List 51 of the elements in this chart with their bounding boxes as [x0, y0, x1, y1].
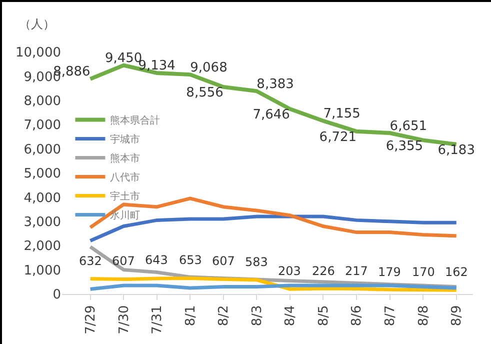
data-label: 170: [412, 265, 435, 279]
x-tick-label: 8/9: [450, 305, 465, 326]
y-tick-label: 8,000: [24, 94, 61, 109]
legend-label: 八代市: [110, 172, 140, 184]
legend-label: 氷川町: [110, 210, 140, 222]
y-tick-label: 6,000: [24, 142, 61, 158]
x-tick-label: 8/3: [250, 305, 265, 326]
data-label: 8,556: [186, 86, 224, 101]
x-tick-label: 8/5: [316, 305, 332, 326]
data-label: 8,383: [256, 76, 294, 92]
data-label: 607: [212, 254, 235, 268]
data-label: 7,646: [252, 108, 290, 123]
data-label: 583: [245, 255, 268, 269]
x-tick-label: 8/4: [283, 305, 298, 326]
x-tick-label: 7/30: [116, 305, 132, 334]
data-label: 9,068: [190, 60, 228, 76]
data-label: 6,721: [319, 130, 357, 146]
data-label: 632: [79, 254, 102, 268]
line-series: [88, 276, 458, 292]
legend-label: 熊本県合計: [110, 114, 160, 127]
x-tick-label: 8/6: [350, 305, 365, 326]
legend-label: 熊本市: [110, 152, 140, 165]
y-tick-label: 5,000: [24, 166, 61, 182]
x-tick-label: 8/7: [383, 305, 398, 326]
data-label: 607: [112, 254, 135, 268]
data-label: 162: [445, 265, 468, 279]
data-label: 643: [145, 253, 168, 267]
y-tick-label: 1,000: [24, 263, 61, 278]
data-label: 179: [378, 265, 401, 279]
data-label: 226: [312, 264, 335, 278]
y-tick-label: 10,000: [16, 46, 61, 61]
data-label: 203: [278, 264, 301, 278]
y-tick-label: 2,000: [24, 239, 61, 254]
x-tick-label: 7/31: [150, 305, 166, 334]
y-tick-label: 0: [52, 288, 61, 303]
y-tick-label: 4,000: [24, 190, 61, 206]
x-tick-label: 8/1: [183, 305, 198, 326]
y-tick-label: 3,000: [24, 214, 61, 230]
y-axis-title: （人）: [19, 17, 55, 31]
data-label: 6,651: [390, 118, 428, 134]
data-label: 217: [345, 264, 368, 278]
x-tick-label: 7/29: [84, 305, 99, 334]
x-tick-label: 8/2: [216, 305, 232, 326]
y-tick-label: 7,000: [24, 118, 61, 134]
data-label: 7,155: [323, 106, 360, 122]
legend-label: 宇城市: [110, 134, 140, 146]
x-tick-label: 8/8: [416, 305, 432, 326]
data-label: 6,355: [386, 138, 424, 154]
legend-label: 宇土市: [110, 190, 140, 203]
data-label: 6,183: [438, 143, 475, 158]
data-label: 653: [179, 253, 202, 267]
